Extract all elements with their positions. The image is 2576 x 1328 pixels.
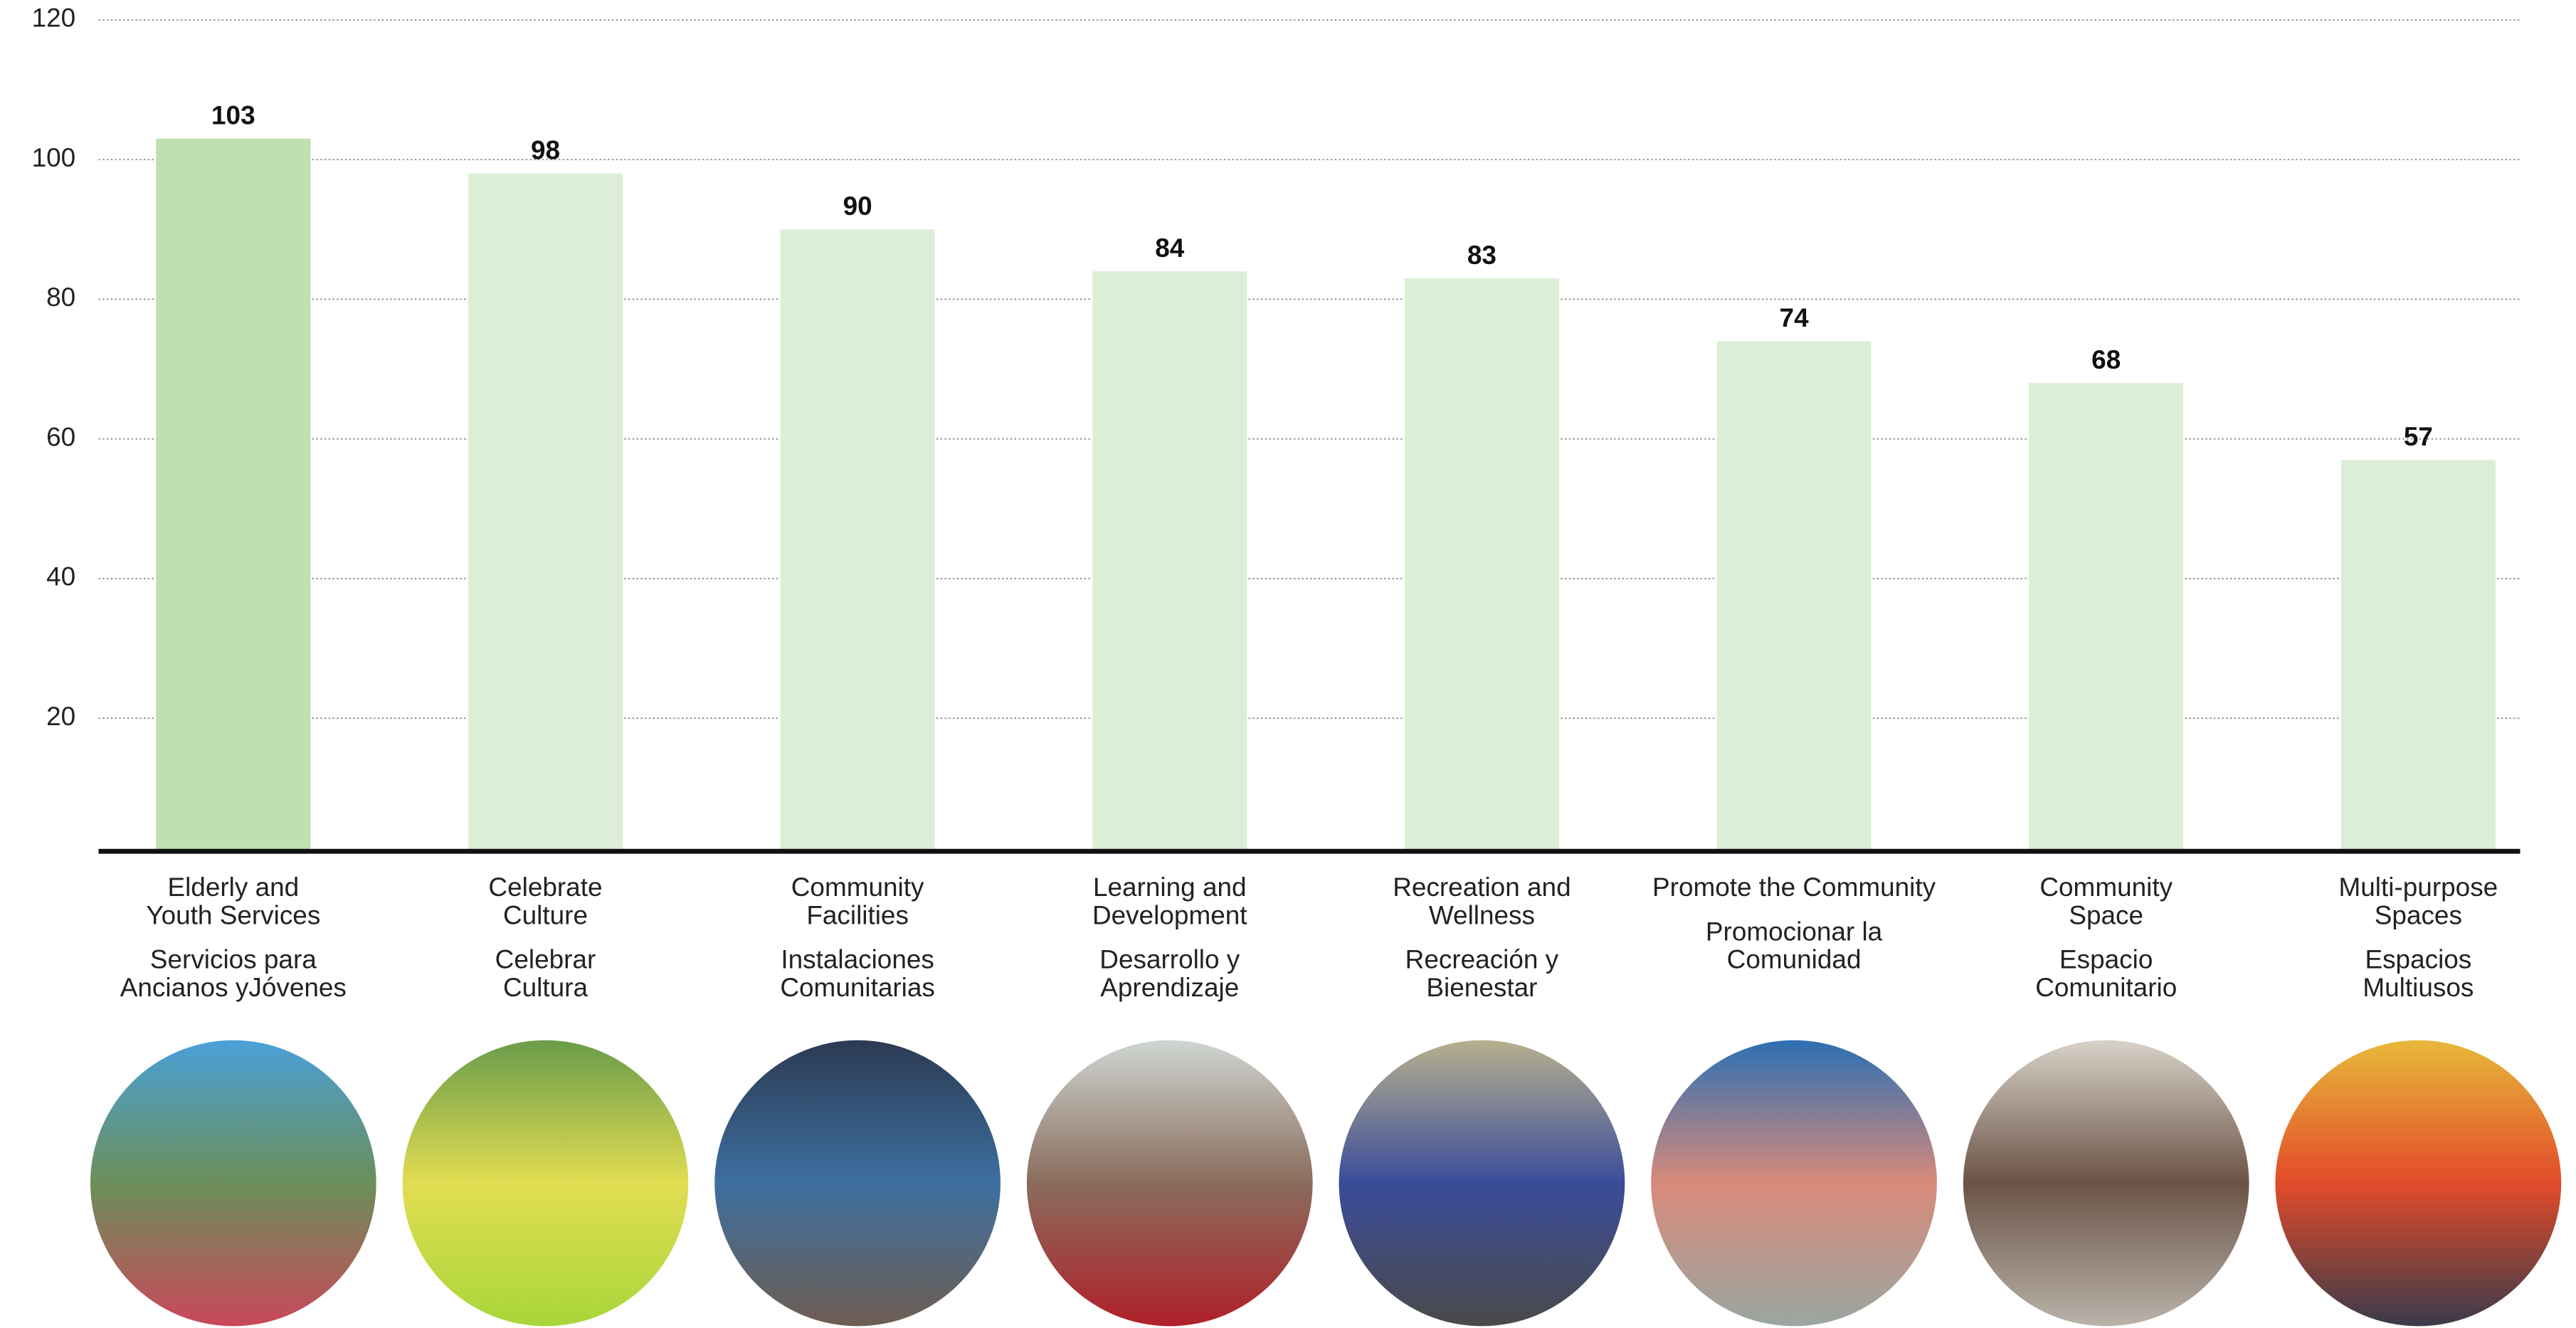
x-tick-label: Space — [2069, 900, 2143, 929]
x-tick-label-es: Desarrollo y — [1099, 945, 1240, 974]
x-tick-label-es: Espacio — [2059, 945, 2153, 974]
bar — [2340, 460, 2496, 852]
x-tick-label-es: Bienestar — [1426, 973, 1537, 1002]
value-label: 57 — [2404, 422, 2433, 451]
photo — [1026, 1040, 1313, 1327]
x-tick-label: Multi-purpose — [2339, 873, 2498, 902]
x-tick-label-es: Ancianos yJóvenes — [120, 973, 347, 1002]
value-label: 103 — [211, 101, 255, 130]
value-label: 83 — [1467, 241, 1496, 270]
x-tick-label-es: Celebrar — [495, 945, 596, 974]
x-tick-label: Spaces — [2375, 900, 2462, 929]
x-tick-label: Recreation and — [1393, 873, 1571, 902]
y-tick-label: 20 — [46, 702, 75, 731]
bar — [468, 173, 623, 852]
value-label: 84 — [1155, 233, 1185, 263]
value-label: 74 — [1780, 303, 1810, 332]
x-tick-label: Wellness — [1429, 900, 1535, 929]
photo — [1339, 1040, 1625, 1327]
x-tick-label-es: Promocionar la — [1706, 917, 1883, 946]
photo — [2275, 1040, 2562, 1327]
x-tick-label: Development — [1092, 900, 1247, 929]
y-tick-label: 100 — [32, 143, 76, 172]
x-tick-label-es: Espacios — [2365, 945, 2471, 974]
x-tick-label: Culture — [503, 900, 588, 929]
x-tick-label-es: Multiusos — [2363, 973, 2474, 1002]
photo — [402, 1040, 689, 1327]
x-tick-label-es: Cultura — [503, 973, 588, 1002]
x-tick-label: Elderly and — [167, 873, 299, 902]
x-tick-label-es: Comunidad — [1727, 945, 1862, 974]
value-label: 90 — [843, 191, 872, 221]
photo — [714, 1040, 1001, 1327]
bar — [1716, 341, 1872, 852]
x-tick-label-es: Comunitario — [2035, 973, 2177, 1002]
bar — [156, 138, 311, 852]
x-tick-label: Celebrate — [488, 873, 602, 902]
x-tick-label: Promote the Community — [1652, 873, 1936, 902]
y-tick-label: 80 — [46, 283, 75, 312]
value-label: 98 — [531, 136, 560, 165]
x-tick-label-es: Servicios para — [150, 945, 317, 974]
x-tick-label: Youth Services — [146, 900, 320, 929]
x-tick-label-es: Instalaciones — [781, 945, 934, 974]
y-tick-label: 40 — [46, 562, 75, 591]
photo — [1651, 1040, 1937, 1327]
bar — [1404, 278, 1559, 852]
x-tick-label-es: Recreación y — [1405, 945, 1559, 974]
photo — [1963, 1040, 2249, 1327]
y-tick-label: 120 — [32, 4, 76, 33]
bar — [1092, 271, 1247, 852]
x-tick-label-es: Comunitarias — [780, 973, 935, 1002]
x-tick-label-es: Aprendizaje — [1100, 973, 1239, 1002]
y-tick-label: 60 — [46, 422, 75, 451]
x-tick-label: Community — [791, 873, 924, 902]
x-tick-label: Facilities — [806, 900, 909, 929]
x-tick-label: Community — [2039, 873, 2173, 902]
x-tick-label: Learning and — [1093, 873, 1247, 902]
photo — [90, 1040, 376, 1327]
bar — [780, 229, 935, 852]
bar — [2029, 383, 2184, 852]
value-label: 68 — [2091, 345, 2121, 374]
